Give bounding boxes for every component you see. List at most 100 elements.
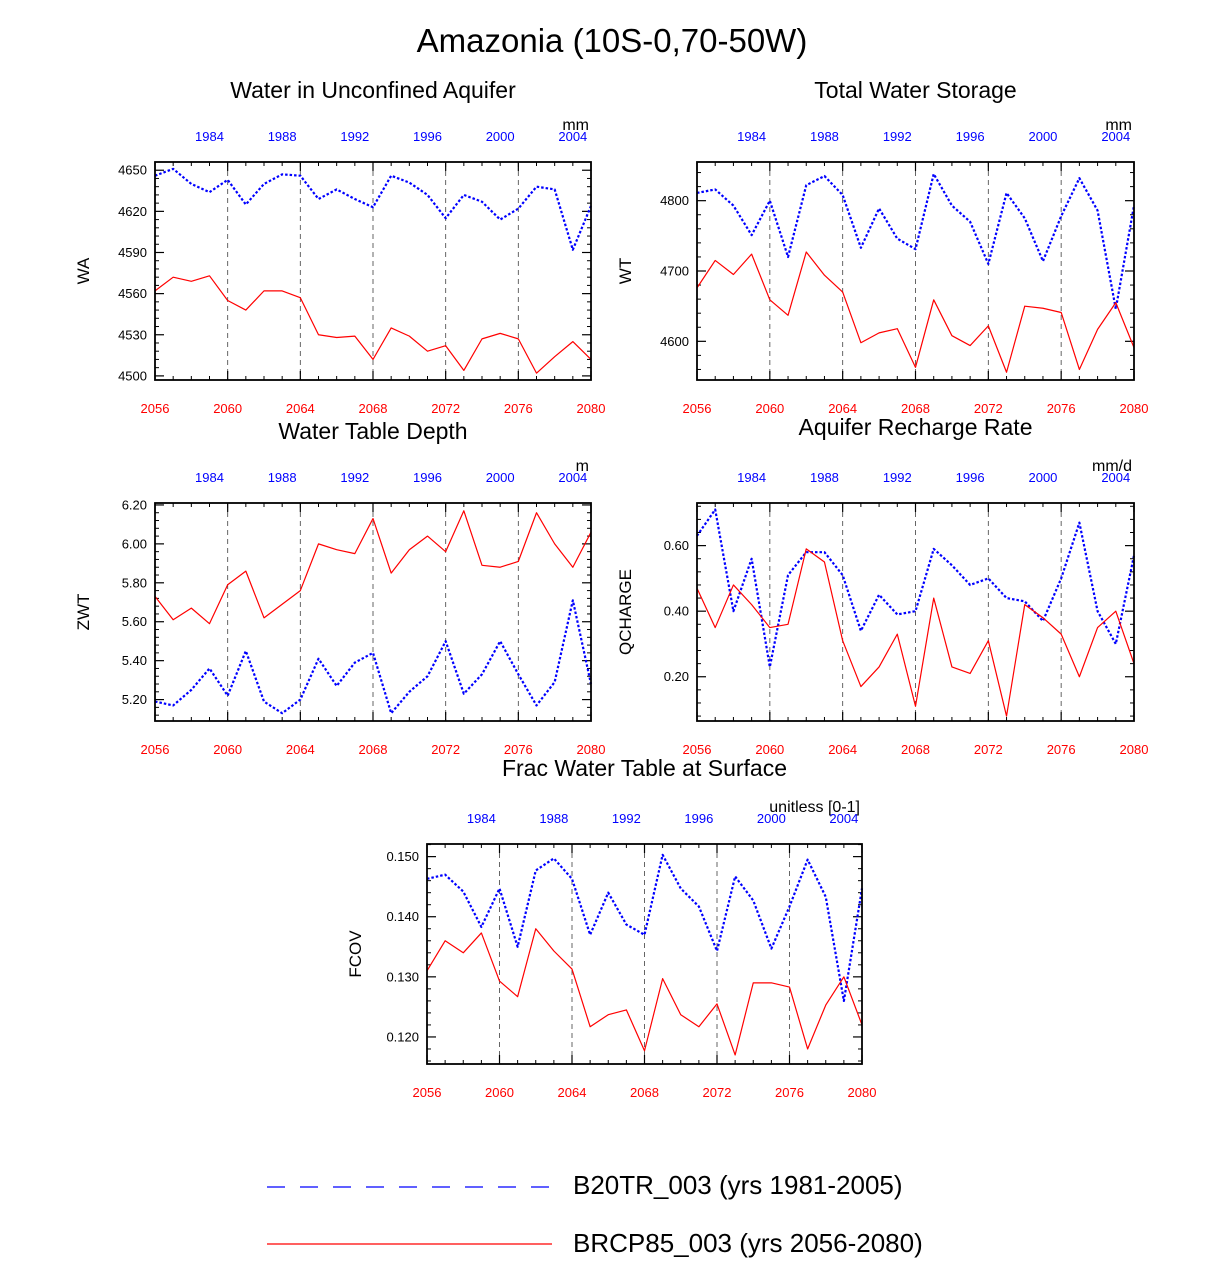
units-label: unitless [0-1]	[769, 799, 860, 816]
x-tick-label-bottom: 2076	[775, 1085, 804, 1100]
x-tick-label-top: 1984	[195, 129, 224, 144]
y-tick-label: 5.60	[122, 614, 147, 629]
x-tick-label-top: 1992	[612, 811, 641, 826]
x-tick-label-top: 2004	[558, 129, 587, 144]
series-line-brcp85	[154, 510, 592, 625]
x-tick-label-top: 1984	[467, 811, 496, 826]
x-tick-label-bottom: 2076	[504, 742, 533, 757]
x-tick-label-bottom: 2080	[1120, 401, 1149, 416]
x-tick-label-top: 2004	[829, 811, 858, 826]
x-tick-label-bottom: 2056	[683, 742, 712, 757]
plot-frame	[696, 161, 1135, 381]
y-axis-label: QCHARGE	[616, 569, 635, 655]
x-tick-label-bottom: 2068	[359, 742, 388, 757]
x-tick-label-top: 1996	[413, 129, 442, 144]
panel-title: Water Table Depth	[278, 418, 467, 444]
y-tick-label: 0.130	[386, 969, 419, 984]
y-tick-label: 4500	[118, 368, 147, 383]
x-tick-label-top: 1988	[810, 470, 839, 485]
panel-2: Total Water Storage mm WT 2056 2060 2064 2068 2…	[616, 77, 1148, 416]
x-tick-label-top: 1996	[413, 470, 442, 485]
y-tick-label: 4650	[118, 163, 147, 178]
x-tick-label-bottom: 2068	[630, 1085, 659, 1100]
x-tick-label-bottom: 2068	[901, 742, 930, 757]
x-tick-label-top: 1992	[883, 470, 912, 485]
x-tick-label-bottom: 2056	[683, 401, 712, 416]
units-label: m	[576, 458, 589, 475]
y-tick-label: 0.150	[386, 849, 419, 864]
x-tick-label-bottom: 2076	[504, 401, 533, 416]
series-line-b20tr	[696, 508, 1136, 669]
x-tick-label-bottom: 2064	[286, 742, 315, 757]
y-tick-label: 5.20	[122, 692, 147, 707]
x-tick-label-top: 2004	[1101, 129, 1130, 144]
plot-frame	[426, 843, 863, 1065]
x-tick-label-bottom: 2080	[577, 401, 606, 416]
x-tick-label-bottom: 2064	[828, 742, 857, 757]
x-tick-label-bottom: 2060	[213, 742, 242, 757]
x-tick-label-top: 2000	[1028, 129, 1057, 144]
series-line-brcp85	[154, 275, 592, 374]
x-tick-label-top: 1996	[956, 470, 985, 485]
x-tick-label-top: 2000	[486, 470, 515, 485]
series-line-brcp85	[696, 251, 1135, 373]
x-tick-label-bottom: 2064	[558, 1085, 587, 1100]
x-tick-label-bottom: 2056	[141, 401, 170, 416]
units-label: mm/d	[1092, 458, 1132, 475]
x-tick-label-top: 1984	[195, 470, 224, 485]
x-tick-label-top: 1996	[956, 129, 985, 144]
x-tick-label-top: 2004	[1101, 470, 1130, 485]
series-line-brcp85	[696, 548, 1135, 717]
x-tick-label-bottom: 2060	[213, 401, 242, 416]
x-tick-label-bottom: 2080	[1120, 742, 1149, 757]
x-tick-label-bottom: 2072	[974, 401, 1003, 416]
x-tick-label-top: 1984	[737, 129, 766, 144]
y-tick-label: 5.40	[122, 653, 147, 668]
y-tick-label: 0.140	[386, 909, 419, 924]
y-tick-label: 6.20	[122, 497, 147, 512]
x-tick-label-bottom: 2072	[431, 401, 460, 416]
y-tick-label: 0.40	[664, 604, 689, 619]
y-tick-label: 4700	[660, 264, 689, 279]
x-tick-label-top: 2000	[1028, 470, 1057, 485]
x-tick-label-bottom: 2080	[848, 1085, 877, 1100]
panel-1: Water in Unconfined Aquifer mm WA 2056 2060 2…	[74, 77, 605, 416]
x-tick-label-bottom: 2072	[974, 742, 1003, 757]
x-tick-label-bottom: 2064	[286, 401, 315, 416]
panels: Water in Unconfined Aquifer mm WA 2056 2060 2…	[74, 77, 1148, 1100]
x-tick-label-bottom: 2056	[141, 742, 170, 757]
figure-title: Amazonia (10S-0,70-50W)	[417, 22, 808, 59]
y-axis-label: WT	[616, 258, 635, 284]
x-tick-label-top: 1992	[883, 129, 912, 144]
y-tick-label: 0.20	[664, 669, 689, 684]
x-tick-label-bottom: 2060	[755, 742, 784, 757]
series-line-b20tr	[154, 599, 593, 715]
series-line-b20tr	[696, 172, 1136, 311]
y-axis-label: FCOV	[346, 930, 365, 978]
panel-title: Water in Unconfined Aquifer	[230, 77, 516, 103]
x-tick-label-bottom: 2064	[828, 401, 857, 416]
x-tick-label-top: 2000	[757, 811, 786, 826]
x-tick-label-top: 1988	[268, 470, 297, 485]
y-tick-label: 5.80	[122, 575, 147, 590]
y-tick-label: 4590	[118, 245, 147, 260]
series-line-b20tr	[154, 167, 593, 251]
x-tick-label-bottom: 2060	[755, 401, 784, 416]
y-tick-label: 4560	[118, 286, 147, 301]
panel-title: Total Water Storage	[814, 77, 1016, 103]
panel-5: Frac Water Table at Surface unitless [0-1…	[346, 755, 876, 1100]
y-tick-label: 0.60	[664, 538, 689, 553]
x-tick-label-bottom: 2068	[359, 401, 388, 416]
plot-frame	[154, 161, 592, 381]
units-label: mm	[562, 117, 589, 134]
y-axis-label: ZWT	[74, 594, 93, 631]
y-tick-label: 4600	[660, 334, 689, 349]
y-tick-label: 4800	[660, 193, 689, 208]
legend-lines	[267, 1186, 552, 1245]
y-axis-label: WA	[74, 257, 93, 284]
plot-frame	[154, 502, 592, 722]
x-tick-label-bottom: 2068	[901, 401, 930, 416]
x-tick-label-bottom: 2056	[413, 1085, 442, 1100]
x-tick-label-top: 1996	[684, 811, 713, 826]
